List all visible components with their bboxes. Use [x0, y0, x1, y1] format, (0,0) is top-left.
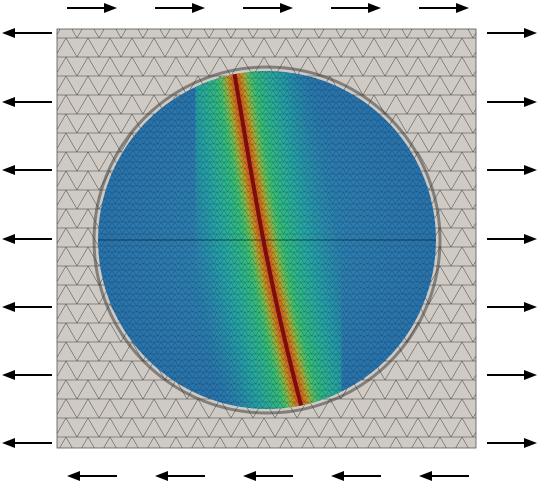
arrow	[331, 3, 381, 13]
arrow	[2, 234, 52, 244]
arrow	[2, 165, 52, 175]
arrow-head	[2, 234, 15, 244]
arrow	[2, 438, 52, 448]
arrow	[487, 97, 537, 107]
arrow	[487, 438, 537, 448]
arrow-head	[524, 370, 537, 380]
arrow	[155, 471, 205, 481]
arrow	[243, 3, 293, 13]
arrow-head	[331, 471, 344, 481]
arrow-head	[67, 471, 80, 481]
arrow-head	[524, 165, 537, 175]
arrow-head	[524, 97, 537, 107]
load-arrows	[2, 3, 537, 481]
arrow-head	[104, 3, 117, 13]
arrow-head	[2, 165, 15, 175]
arrow-head	[524, 302, 537, 312]
arrow	[155, 3, 205, 13]
arrow-head	[368, 3, 381, 13]
arrow-head	[2, 302, 15, 312]
arrow-head	[280, 3, 293, 13]
arrow	[419, 3, 469, 13]
arrow-head	[2, 28, 15, 38]
arrow	[2, 370, 52, 380]
arrow	[487, 370, 537, 380]
arrow	[487, 302, 537, 312]
arrow-head	[192, 3, 205, 13]
arrow-head	[2, 97, 15, 107]
arrow-head	[524, 28, 537, 38]
arrow-head	[456, 3, 469, 13]
refinement-ring	[92, 65, 442, 415]
arrow	[2, 97, 52, 107]
arrow-head	[155, 471, 168, 481]
arrow-head	[2, 438, 15, 448]
arrow	[419, 471, 469, 481]
arrow	[2, 28, 52, 38]
damage-field	[98, 71, 436, 409]
arrow-head	[243, 471, 256, 481]
arrow	[487, 28, 537, 38]
arrow-head	[2, 370, 15, 380]
arrow-head	[524, 234, 537, 244]
arrow	[487, 165, 537, 175]
arrow	[331, 471, 381, 481]
arrow	[243, 471, 293, 481]
arrow	[67, 3, 117, 13]
arrow	[2, 302, 52, 312]
arrow-head	[524, 438, 537, 448]
arrow-head	[419, 471, 432, 481]
arrow	[67, 471, 117, 481]
arrow	[487, 234, 537, 244]
